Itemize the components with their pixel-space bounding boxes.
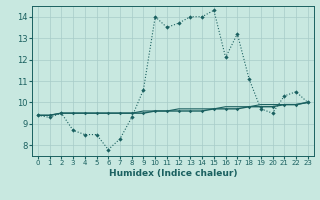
X-axis label: Humidex (Indice chaleur): Humidex (Indice chaleur): [108, 169, 237, 178]
